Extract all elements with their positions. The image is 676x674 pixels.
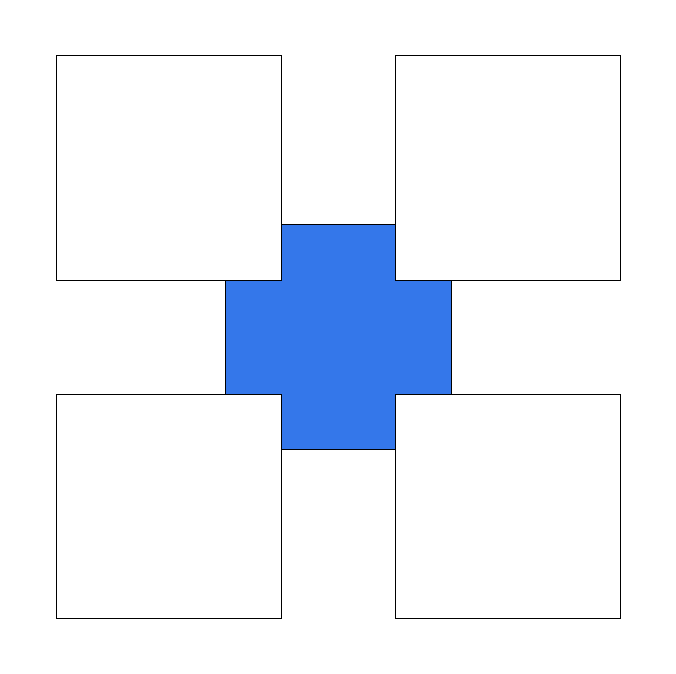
diagram-shapes bbox=[56, 55, 621, 619]
bottom-right-square bbox=[395, 394, 621, 619]
top-right-square bbox=[395, 55, 621, 281]
bottom-left-square bbox=[56, 394, 282, 619]
top-left-square bbox=[56, 55, 282, 281]
